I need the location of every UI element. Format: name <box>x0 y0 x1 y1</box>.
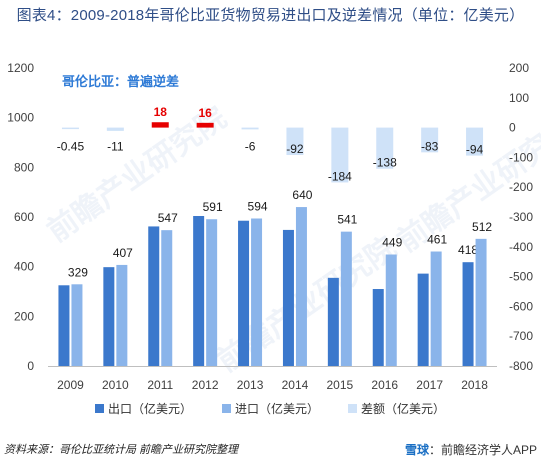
right-axis-tick-label: -700 <box>509 329 533 343</box>
export-bar <box>282 229 294 366</box>
export-bar <box>417 273 429 366</box>
import-data-label: 591 <box>203 200 223 214</box>
legend-label: 进口（亿美元） <box>235 401 319 416</box>
legend-label: 差额（亿美元） <box>361 401 445 416</box>
import-bar <box>475 238 487 366</box>
import-bar <box>161 230 173 366</box>
export-data-label: 418 <box>458 243 478 257</box>
export-bar <box>58 285 70 366</box>
balance-bar <box>241 127 259 130</box>
left-axis-tick-label: 0 <box>27 359 34 373</box>
balance-bar <box>466 127 484 156</box>
x-axis-tick-label: 2015 <box>326 378 353 392</box>
balance-data-label: 16 <box>198 106 212 120</box>
balance-data-label: -184 <box>328 169 352 183</box>
balance-data-label: -0.45 <box>57 140 85 154</box>
right-axis-tick-label: -400 <box>509 240 533 254</box>
import-data-label: 407 <box>113 246 133 260</box>
balance-bar <box>286 127 304 156</box>
import-data-label: 461 <box>427 233 447 247</box>
x-axis-tick-label: 2016 <box>371 378 398 392</box>
x-axis-tick-label: 2010 <box>102 378 129 392</box>
x-axis-tick-label: 2009 <box>57 378 84 392</box>
balance-data-label: 18 <box>154 105 168 119</box>
balance-bar <box>376 127 394 169</box>
footer: 资料来源：哥伦比亚统计局 前瞻产业研究院整理 雪球：前瞻经济学人APP <box>4 441 541 461</box>
x-axis-tick-label: 2017 <box>416 378 443 392</box>
balance-data-label: -94 <box>466 143 484 157</box>
balance-data-label: -6 <box>245 140 256 154</box>
import-bar <box>116 264 128 366</box>
import-data-label: 547 <box>158 211 178 225</box>
right-axis-tick-label: 200 <box>509 61 529 75</box>
balance-bar <box>331 127 349 183</box>
import-data-label: 512 <box>472 220 492 234</box>
legend: 出口（亿美元） 进口（亿美元） 差额（亿美元） <box>95 401 445 416</box>
right-axis-tick-label: -500 <box>509 270 533 284</box>
import-bar <box>385 254 397 366</box>
right-axis-tick-label: -300 <box>509 210 533 224</box>
legend-swatch <box>222 404 231 413</box>
import-bar <box>251 218 263 366</box>
x-axis-tick-label: 2013 <box>237 378 264 392</box>
balance-bar <box>421 127 439 153</box>
balance-data-label: -92 <box>286 142 304 156</box>
legend-swatch <box>348 404 357 413</box>
import-data-label: 541 <box>337 213 357 227</box>
right-axis-tick-label: 0 <box>509 121 516 135</box>
source-text: 资料来源：哥伦比亚统计局 前瞻产业研究院整理 <box>4 444 239 456</box>
left-axis-tick-label: 1200 <box>7 61 34 75</box>
left-axis-tick-label: 800 <box>14 160 34 174</box>
x-axis-tick-label: 2018 <box>461 378 488 392</box>
import-data-label: 640 <box>292 188 312 202</box>
chart-title: 图表4：2009-2018年哥伦比亚货物贸易进出口及逆差情况（单位：亿美元） <box>16 7 525 24</box>
left-axis-tick-label: 600 <box>14 210 34 224</box>
left-axis-tick-label: 400 <box>14 260 34 274</box>
right-axis-tick-label: 100 <box>509 91 529 105</box>
import-data-label: 329 <box>68 265 88 279</box>
x-axis-tick-label: 2014 <box>282 378 309 392</box>
export-bar <box>103 267 115 366</box>
brand-name: 雪球 <box>404 443 429 457</box>
export-bar <box>327 277 339 366</box>
import-data-label: 449 <box>382 235 402 249</box>
export-bar <box>193 216 205 366</box>
right-axis-tick-label: -200 <box>509 180 533 194</box>
balance-bar <box>196 122 214 128</box>
export-bar <box>238 220 250 366</box>
right-axis-tick-label: -600 <box>509 299 533 313</box>
import-bar <box>71 284 83 366</box>
balance-bar <box>151 122 169 128</box>
balance-data-label: -11 <box>107 140 124 154</box>
export-bar <box>148 226 160 366</box>
export-bar <box>462 262 474 366</box>
left-axis-tick-label: 200 <box>14 309 34 323</box>
balance-data-label: -83 <box>421 139 439 153</box>
plot-area: 020040060080010001200-800-700-600-500-40… <box>7 61 533 392</box>
import-bar <box>340 231 352 366</box>
import-bar <box>430 251 442 366</box>
x-axis-tick-label: 2012 <box>192 378 219 392</box>
balance-bar <box>106 127 124 131</box>
import-data-label: 594 <box>248 199 268 213</box>
credit-suffix: ：前瞻经济学人APP <box>428 443 537 457</box>
export-bar <box>372 289 384 366</box>
right-axis-tick-label: -800 <box>509 359 533 373</box>
x-axis-tick-label: 2011 <box>147 378 173 392</box>
balance-data-label: -138 <box>373 156 397 170</box>
import-bar <box>206 219 218 366</box>
import-bar <box>295 207 307 366</box>
left-axis-tick-label: 1000 <box>7 111 34 125</box>
legend-swatch <box>95 404 104 413</box>
balance-bar <box>61 127 79 130</box>
right-axis-tick-label: -100 <box>509 150 533 164</box>
credit-text: 雪球：前瞻经济学人APP <box>405 441 537 458</box>
chart-annotation: 哥伦比亚：普遍逆差 <box>62 74 179 89</box>
legend-label: 出口（亿美元） <box>108 401 192 416</box>
